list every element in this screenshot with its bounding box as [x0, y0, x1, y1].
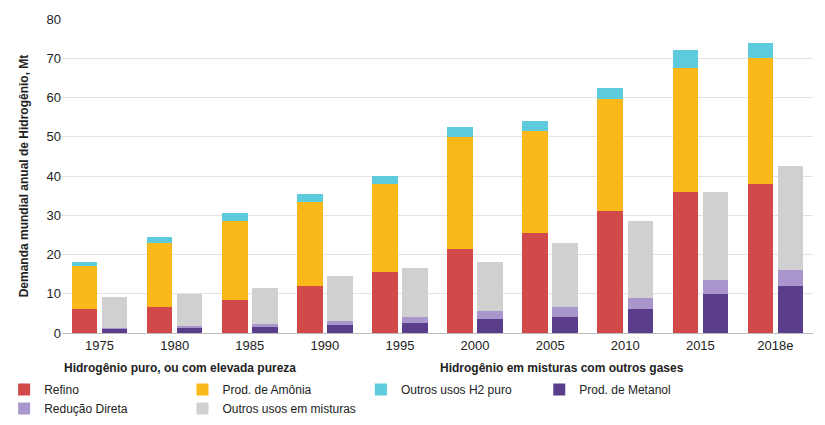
svg-text:1995: 1995 [385, 338, 414, 353]
svg-text:Outros usos H2 puro: Outros usos H2 puro [401, 383, 512, 397]
svg-text:Demanda mundial anual de Hidro: Demanda mundial anual de Hidrogênio, Mt [17, 55, 31, 298]
svg-text:Refino: Refino [44, 383, 79, 397]
svg-text:2015: 2015 [686, 338, 715, 353]
svg-text:1990: 1990 [310, 338, 339, 353]
svg-text:Redução Direta: Redução Direta [44, 402, 128, 416]
svg-text:2018e: 2018e [757, 338, 793, 353]
svg-text:2000: 2000 [461, 338, 490, 353]
svg-text:Hidrogênio em misturas com out: Hidrogênio em misturas com outros gases [440, 361, 684, 375]
svg-text:Prod. de Amônia: Prod. de Amônia [223, 383, 312, 397]
svg-text:Outros usos em misturas: Outros usos em misturas [223, 402, 356, 416]
svg-text:10: 10 [47, 286, 61, 301]
svg-text:20: 20 [47, 247, 61, 262]
svg-text:1975: 1975 [85, 338, 114, 353]
svg-text:60: 60 [47, 90, 61, 105]
svg-text:1985: 1985 [235, 338, 264, 353]
svg-text:80: 80 [47, 12, 61, 27]
svg-text:0: 0 [54, 326, 61, 341]
svg-text:2005: 2005 [536, 338, 565, 353]
svg-text:70: 70 [47, 51, 61, 66]
svg-text:Prod. de Metanol: Prod. de Metanol [579, 383, 670, 397]
svg-text:2010: 2010 [611, 338, 640, 353]
svg-text:1980: 1980 [160, 338, 189, 353]
svg-text:Hidrogênio puro, ou com elevad: Hidrogênio puro, ou com elevada pureza [64, 361, 296, 375]
svg-text:40: 40 [47, 169, 61, 184]
svg-text:50: 50 [47, 129, 61, 144]
svg-text:30: 30 [47, 208, 61, 223]
